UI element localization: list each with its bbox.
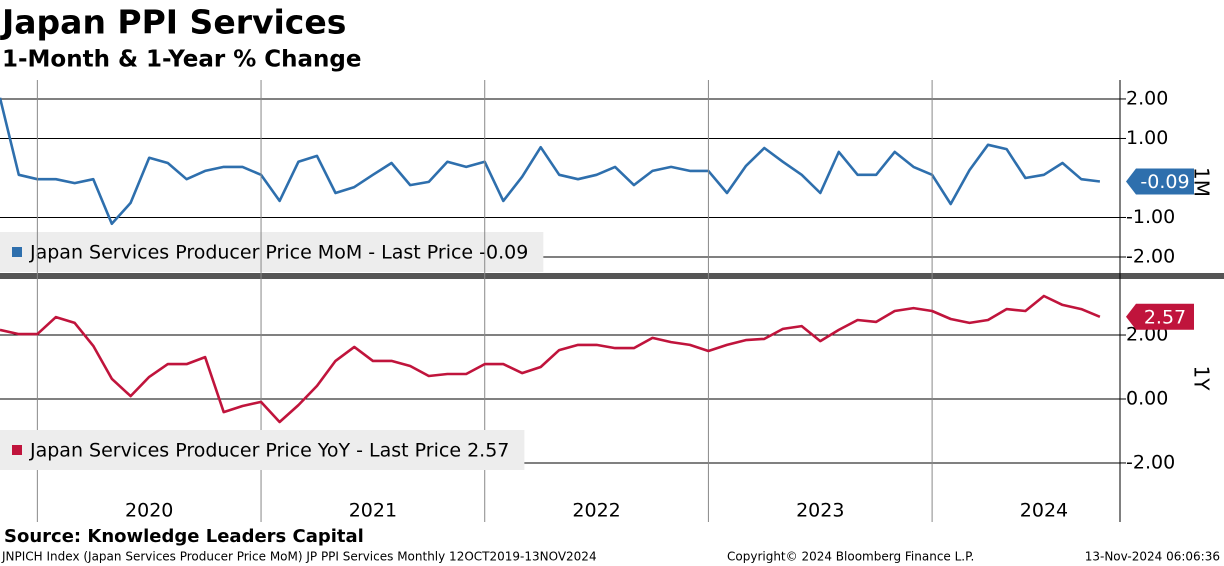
axis-label: 1M xyxy=(1190,167,1214,197)
y-tick-label: -1.00 xyxy=(1126,206,1175,228)
x-tick-label: 2022 xyxy=(572,500,620,522)
legend-label: Japan Services Producer Price YoY - Last… xyxy=(29,440,509,462)
timestamp: 13-Nov-2024 06:06:36 xyxy=(1085,550,1220,564)
series-line xyxy=(0,294,1101,424)
legend-swatch xyxy=(12,445,22,455)
x-tick-label: 2020 xyxy=(125,500,173,522)
legend-box xyxy=(0,430,525,470)
y-tick-label: 2.00 xyxy=(1126,87,1168,109)
y-tick-label: -2.00 xyxy=(1126,245,1175,267)
chart-subtitle: 1-Month & 1-Year % Change xyxy=(2,47,362,73)
legend-label: Japan Services Producer Price MoM - Last… xyxy=(29,242,528,264)
chart-title: Japan PPI Services xyxy=(0,3,346,42)
source: Source: Knowledge Leaders Capital xyxy=(4,526,364,547)
y-tick-label: 0.00 xyxy=(1126,387,1168,409)
footnote: JNPICH Index (Japan Services Producer Pr… xyxy=(1,550,597,564)
panel-divider xyxy=(0,273,1224,279)
series-line xyxy=(0,97,1101,226)
last-value-label: -0.09 xyxy=(1140,171,1189,193)
legend-swatch xyxy=(12,247,22,257)
copyright: Copyright© 2024 Bloomberg Finance L.P. xyxy=(727,550,974,564)
x-tick-label: 2024 xyxy=(1020,500,1068,522)
y-tick-label: -2.00 xyxy=(1126,451,1175,473)
last-value-tag xyxy=(1126,168,1194,195)
axis-label: 1Y xyxy=(1190,366,1214,392)
last-value-label: 2.57 xyxy=(1144,306,1186,328)
y-tick-label: 1.00 xyxy=(1126,127,1168,149)
last-value-tag xyxy=(1126,303,1194,330)
x-tick-label: 2023 xyxy=(796,500,844,522)
legend-box xyxy=(0,232,544,272)
x-tick-label: 2021 xyxy=(349,500,397,522)
